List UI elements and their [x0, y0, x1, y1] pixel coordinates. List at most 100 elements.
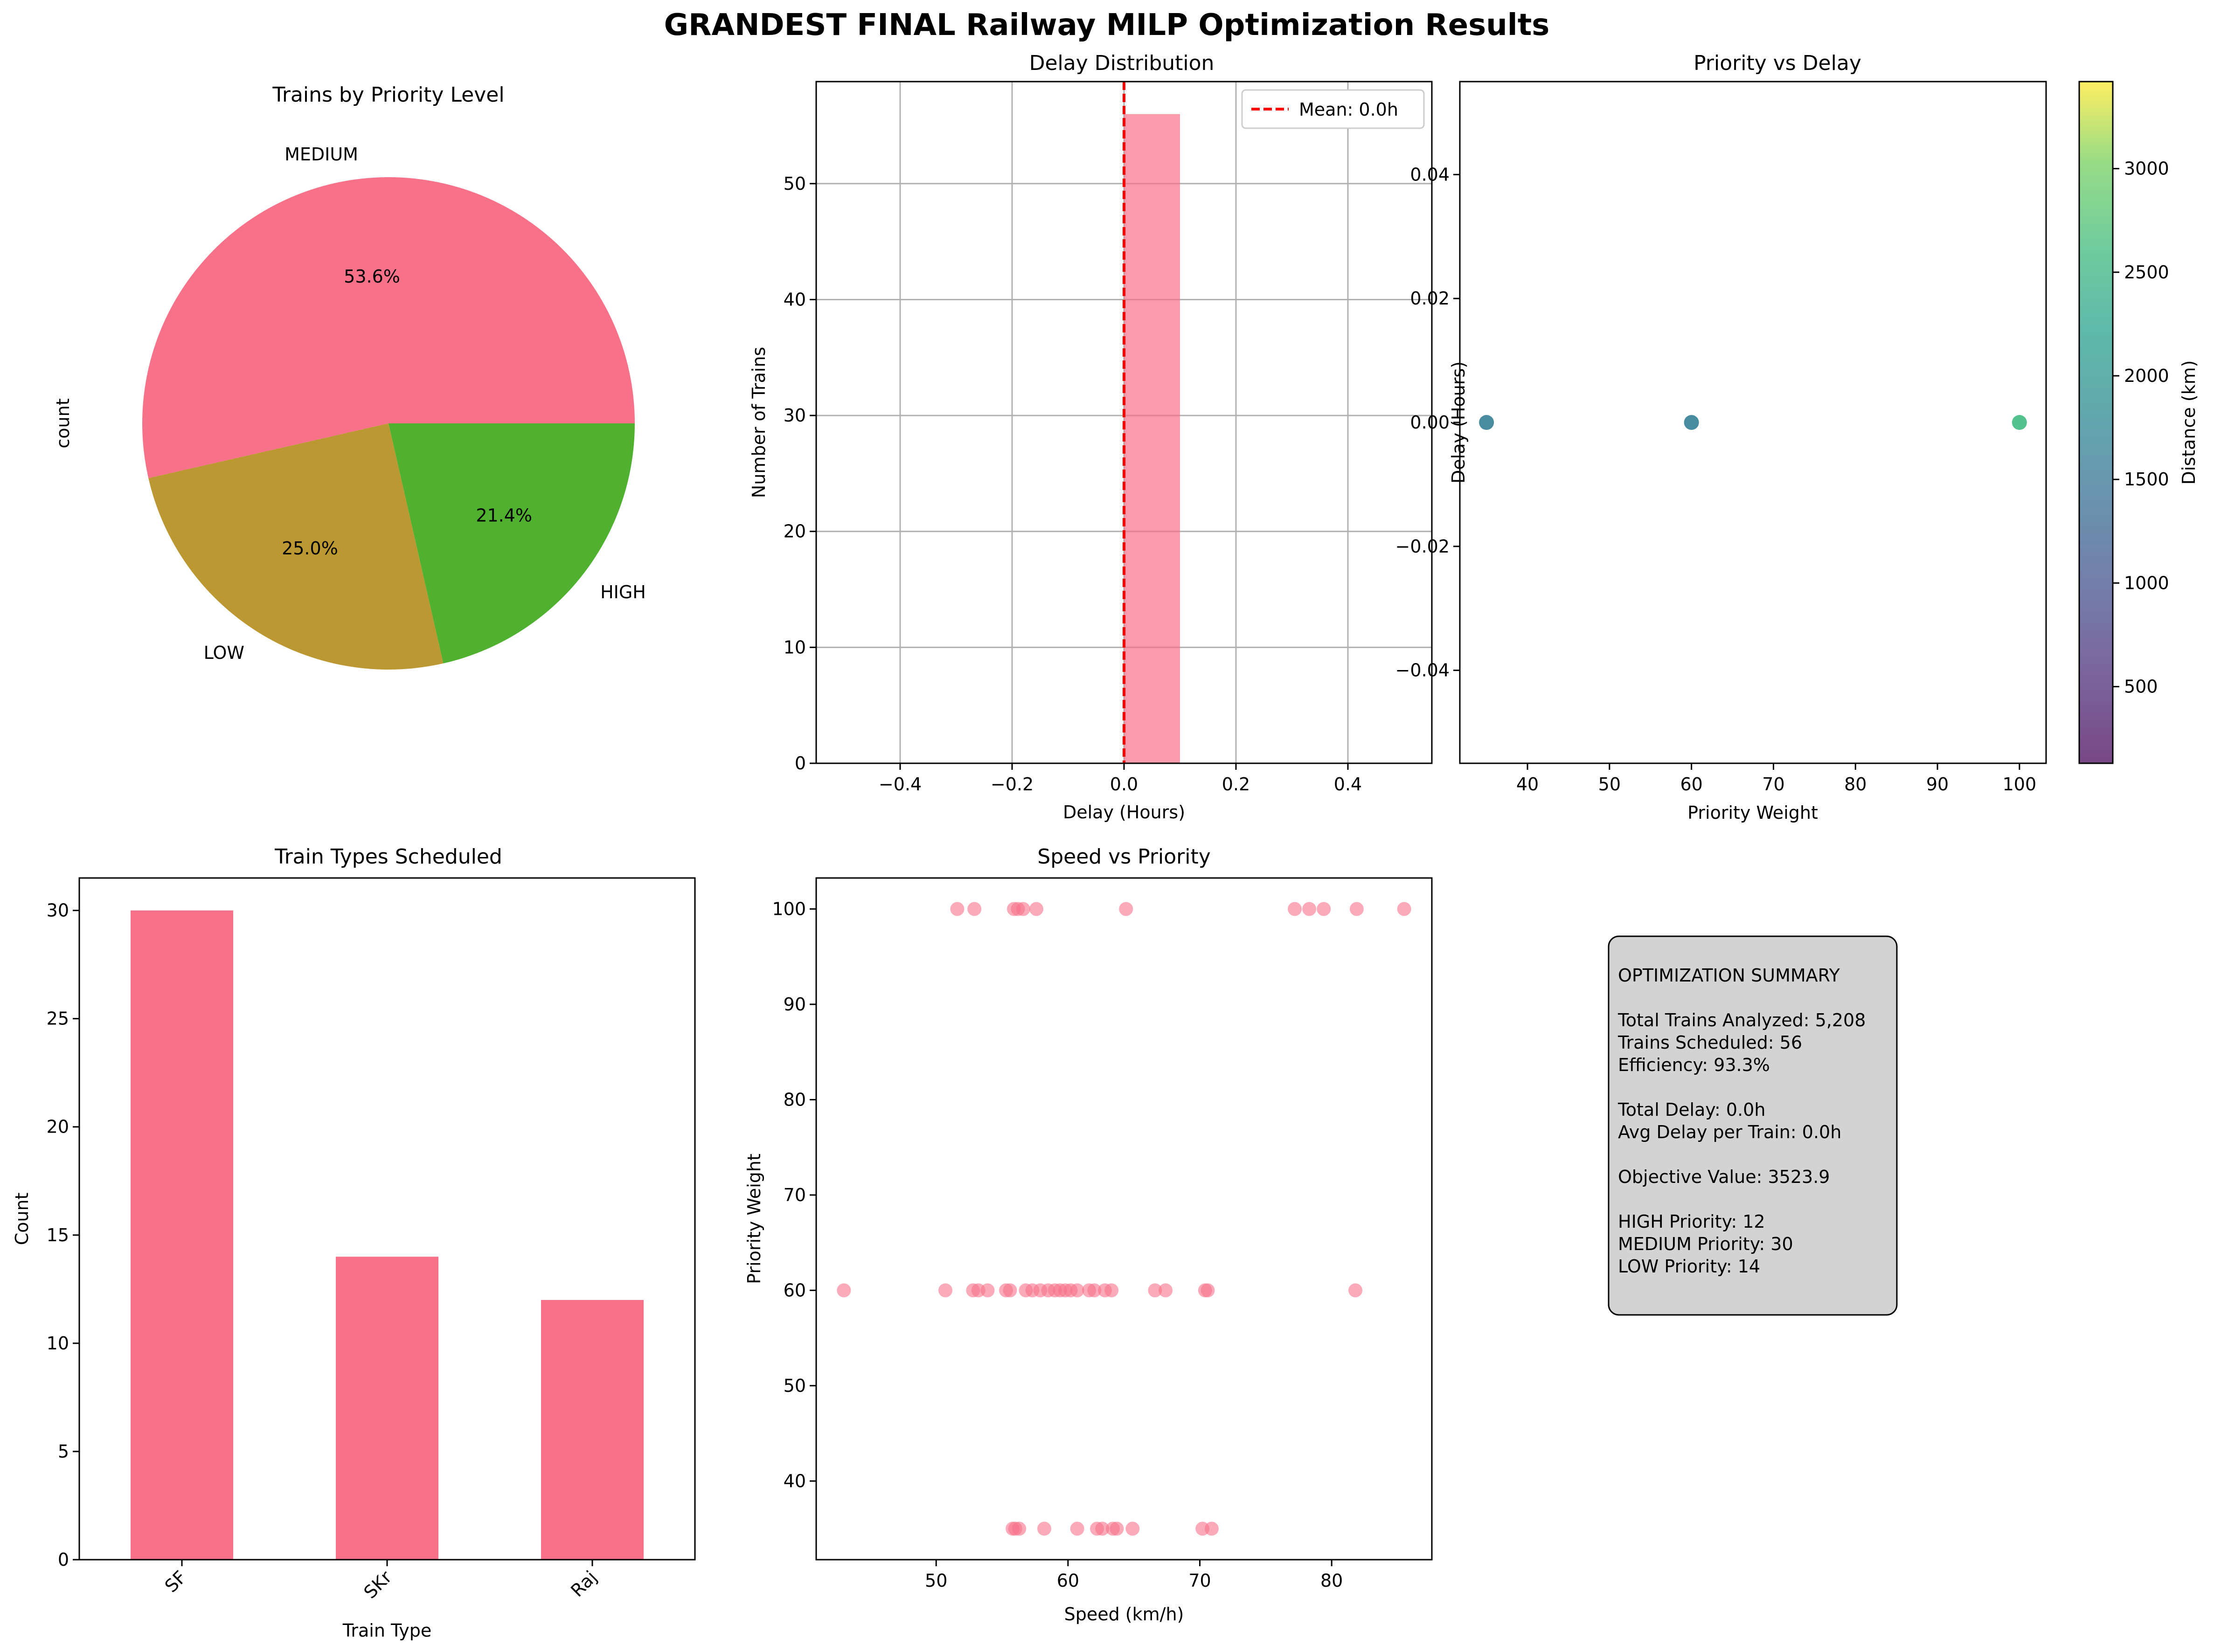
summary-line: Objective Value: 3523.9: [1618, 1167, 1830, 1187]
priority-delay-points: [1479, 415, 2027, 430]
speed-priority-ytick-label: 60: [784, 1280, 806, 1300]
summary-line: Total Delay: 0.0h: [1617, 1099, 1765, 1120]
train-types-ytick-label: 25: [47, 1009, 69, 1029]
train-types-ytick-label: 5: [58, 1441, 69, 1462]
train-types-ylabel: Count: [12, 1193, 32, 1245]
speed-priority-ylabel: Priority Weight: [744, 1154, 764, 1284]
delay-hist-xtick-label: 0.2: [1222, 774, 1250, 795]
speed-priority-point: [1119, 902, 1133, 916]
pie-slice: [148, 423, 444, 670]
priority-delay-point: [1684, 415, 1699, 430]
speed-priority-ytick-label: 80: [784, 1089, 806, 1110]
speed-priority-point: [837, 1283, 851, 1298]
speed-priority-ytick-label: 50: [784, 1376, 806, 1396]
priority-delay-panel: Priority vs Delay 40 50 60 70 80 90 100 −0.04−…: [1395, 51, 2199, 823]
pie-panel: Trains by Priority Level count MEDIUM 53.…: [53, 83, 646, 670]
pie-percent-label: 25.0%: [282, 538, 338, 559]
train-type-bar: [131, 910, 233, 1560]
priority-delay-xtick-label: 90: [1926, 774, 1949, 795]
delay-hist-xlabel: Delay (Hours): [1063, 802, 1185, 823]
pie-slices: MEDIUM 53.6% LOW 25.0% HIGH 21.4%: [142, 144, 646, 670]
speed-priority-point: [1016, 902, 1030, 916]
priority-delay-ytick-label: 0.02: [1410, 288, 1450, 309]
speed-priority-title: Speed vs Priority: [1037, 845, 1210, 869]
speed-priority-panel: Speed vs Priority 50 60 70 80 40 50 60 70 80 90 1…: [744, 845, 1433, 1624]
speed-priority-xtick-label: 50: [925, 1570, 947, 1591]
speed-priority-point: [1029, 902, 1044, 916]
train-types-ytick-label: 20: [47, 1117, 69, 1137]
speed-priority-point: [1397, 902, 1411, 916]
priority-delay-title: Priority vs Delay: [1693, 51, 1861, 75]
train-types-ytick-label: 10: [47, 1333, 69, 1354]
delay-hist-bar: [1124, 114, 1180, 764]
pie-percent-label: 21.4%: [476, 505, 532, 526]
colorbar-label: Distance (km): [2179, 360, 2199, 485]
delay-histogram-panel: Delay Distribution −0.4 −0.2 0.0 0.2 0.4 0 10…: [749, 51, 1433, 823]
colorbar-tick-label: 2000: [2124, 366, 2169, 386]
speed-priority-point: [950, 902, 965, 916]
summary-line: Trains Scheduled: 56: [1617, 1032, 1802, 1053]
pie-category-label: MEDIUM: [285, 144, 358, 165]
colorbar: [2078, 81, 2114, 764]
priority-delay-ytick-label: −0.04: [1395, 660, 1450, 681]
speed-priority-xtick-label: 70: [1188, 1570, 1211, 1591]
summary-box: [1608, 935, 1898, 1316]
speed-priority-point: [1148, 1283, 1162, 1298]
delay-hist-title: Delay Distribution: [1029, 51, 1215, 75]
train-types-yticks: 0 5 10 15 20 25 30: [47, 900, 79, 1570]
colorbar-tick-label: 1500: [2124, 469, 2169, 490]
summary-line: MEDIUM Priority: 30: [1618, 1234, 1793, 1254]
speed-priority-point: [1125, 1521, 1140, 1536]
priority-delay-point: [2012, 415, 2027, 430]
priority-delay-xtick-label: 80: [1844, 774, 1867, 795]
priority-delay-yticks: −0.04 −0.02 0.00 0.02 0.04: [1395, 164, 1460, 681]
speed-priority-points: [837, 902, 1411, 1536]
speed-priority-point: [1302, 902, 1317, 916]
pie-slice: [389, 423, 635, 664]
pie-category-label: LOW: [204, 643, 244, 663]
speed-priority-ytick-label: 100: [772, 899, 806, 919]
speed-priority-point: [1317, 902, 1331, 916]
train-type-bar: [541, 1300, 644, 1560]
priority-delay-xticks: 40 50 60 70 80 90 100: [1516, 763, 2036, 795]
summary-lines: OPTIMIZATION SUMMARY Total Trains Analyze…: [1617, 965, 1866, 1277]
speed-priority-point: [1012, 1521, 1027, 1536]
delay-hist-legend: Mean: 0.0h: [1241, 89, 1425, 129]
speed-priority-point: [1087, 1283, 1102, 1298]
summary-line: HIGH Priority: 12: [1618, 1211, 1765, 1232]
colorbar-tick-label: 2500: [2124, 262, 2169, 283]
speed-priority-ytick-label: 40: [784, 1471, 806, 1491]
priority-delay-xtick-label: 60: [1680, 774, 1702, 795]
speed-priority-point: [1104, 1283, 1119, 1298]
priority-delay-point: [1479, 415, 1494, 430]
pie-percent-label: 53.6%: [344, 266, 400, 287]
speed-priority-xtick-label: 60: [1057, 1570, 1079, 1591]
train-type-bar: [336, 1257, 438, 1560]
speed-priority-point: [1003, 1283, 1017, 1298]
priority-delay-xtick-label: 50: [1598, 774, 1621, 795]
priority-delay-xlabel: Priority Weight: [1687, 802, 1818, 823]
delay-hist-xtick-label: −0.2: [991, 774, 1034, 795]
speed-priority-point: [1070, 1283, 1084, 1298]
colorbar-tick-label: 1000: [2124, 573, 2169, 593]
delay-hist-ytick-label: 30: [784, 405, 806, 426]
priority-delay-xtick-label: 40: [1516, 774, 1539, 795]
summary-line: Avg Delay per Train: 0.0h: [1618, 1122, 1841, 1142]
train-types-ytick-label: 15: [47, 1225, 69, 1245]
speed-priority-axes-frame: [815, 877, 1433, 1561]
pie-category-label: HIGH: [600, 582, 646, 602]
delay-hist-ytick-label: 10: [784, 637, 806, 657]
speed-priority-point: [1037, 1521, 1051, 1536]
speed-priority-xticks: 50 60 70 80: [925, 1560, 1343, 1591]
train-types-ytick-label: 0: [58, 1549, 69, 1570]
delay-hist-ytick-label: 40: [784, 289, 806, 310]
speed-priority-ytick-label: 90: [784, 994, 806, 1015]
legend-mean-label: Mean: 0.0h: [1299, 99, 1398, 120]
speed-priority-ytick-label: 70: [784, 1185, 806, 1205]
summary-line: LOW Priority: 14: [1618, 1256, 1760, 1277]
train-types-ytick-label: 30: [47, 900, 69, 921]
delay-hist-yticks: 0 10 20 30 40 50: [784, 173, 816, 774]
pie-title: Trains by Priority Level: [272, 83, 504, 107]
speed-priority-xtick-label: 80: [1320, 1570, 1343, 1591]
